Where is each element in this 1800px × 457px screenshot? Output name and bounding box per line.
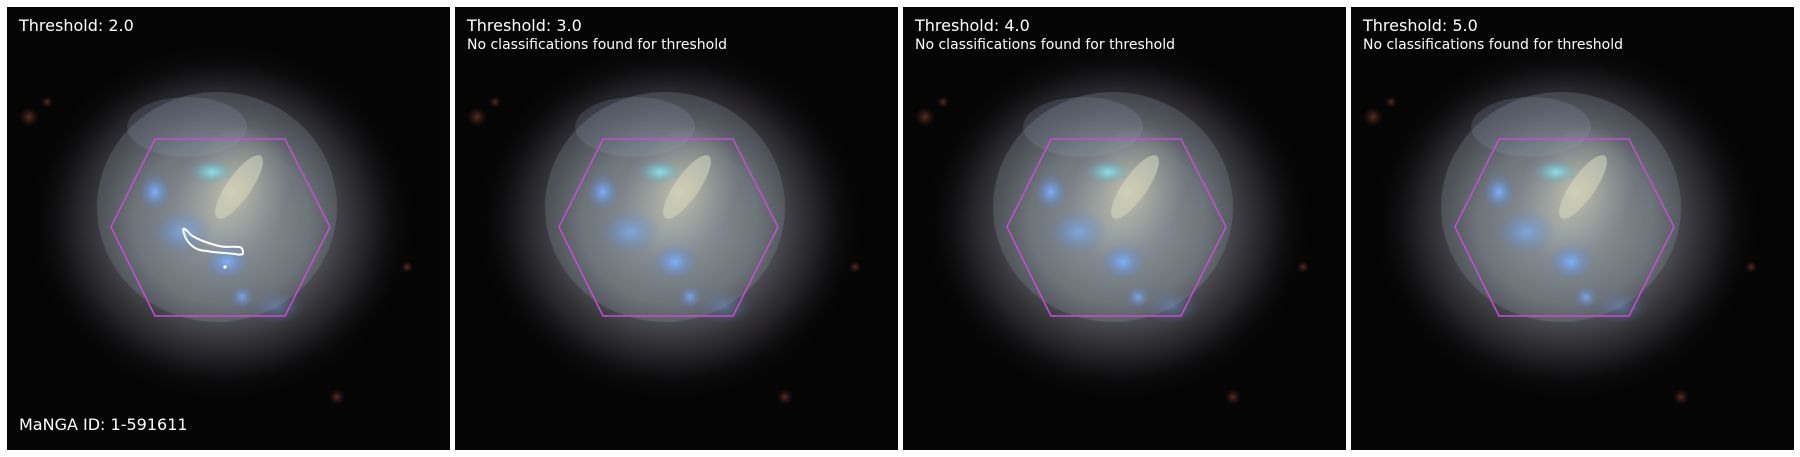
galaxy-image xyxy=(19,42,417,405)
galaxy-image xyxy=(467,42,865,405)
threshold-title: Threshold: 5.0 xyxy=(1363,16,1478,35)
classification-contour-dot xyxy=(223,265,227,269)
threshold-title: Threshold: 2.0 xyxy=(19,16,134,35)
threshold-title: Threshold: 3.0 xyxy=(467,16,582,35)
classification-contour xyxy=(182,227,244,256)
threshold-panel-2: Threshold: 2.0 MaNGA ID: 1-591611 xyxy=(7,7,450,450)
no-classifications-note: No classifications found for threshold xyxy=(915,37,1175,53)
threshold-title: Threshold: 4.0 xyxy=(915,16,1030,35)
manga-id-label: MaNGA ID: 1-591611 xyxy=(19,415,188,434)
no-classifications-note: No classifications found for threshold xyxy=(467,37,727,53)
no-classifications-note: No classifications found for threshold xyxy=(1363,37,1623,53)
threshold-panel-3: Threshold: 3.0 No classifications found … xyxy=(455,7,898,450)
galaxy-image xyxy=(915,42,1313,405)
threshold-panel-4: Threshold: 4.0 No classifications found … xyxy=(903,7,1346,450)
threshold-panel-5: Threshold: 5.0 No classifications found … xyxy=(1351,7,1794,450)
galaxy-image xyxy=(1363,42,1761,405)
